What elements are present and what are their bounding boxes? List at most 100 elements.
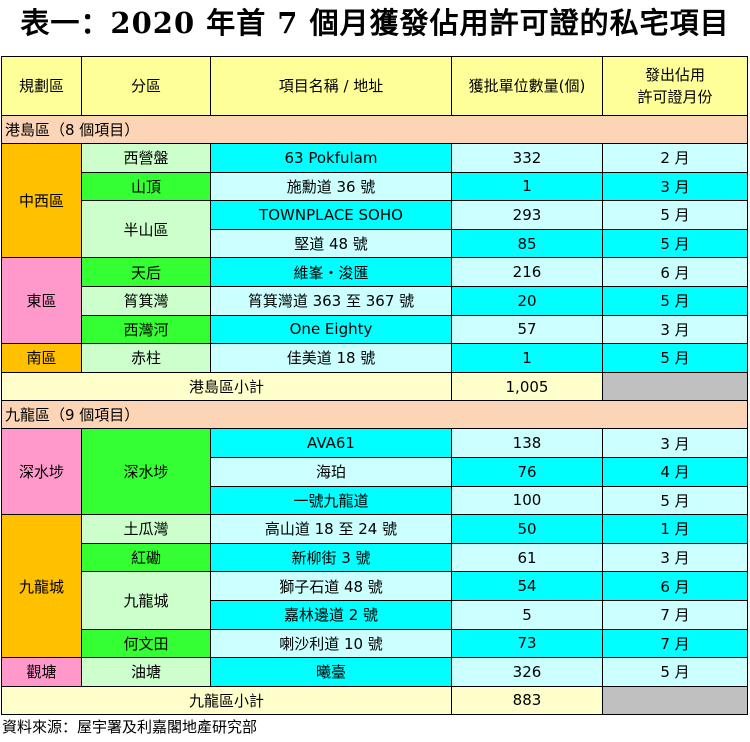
table-row: 嘉林邊道 2 號 5 7 月	[2, 599, 748, 630]
header-subdistrict: 分區	[81, 56, 211, 116]
table-row: 九龍城 獅子石道 48 號 54 6 月	[2, 571, 748, 630]
month-cell: 5 月	[602, 657, 748, 687]
subdistrict-cell: 土瓜灣	[81, 514, 211, 544]
units-cell: 326	[451, 657, 603, 687]
project-cell: 海珀	[210, 456, 452, 487]
month-cell: 7 月	[602, 599, 748, 630]
subdistrict-cell: 赤柱	[81, 343, 211, 373]
month-cell: 5 月	[602, 343, 748, 373]
table-row: 西灣河 One Eighty 57 3 月	[2, 314, 748, 345]
project-cell: 獅子石道 48 號	[210, 571, 452, 601]
header-units: 獲批單位數量(個)	[451, 56, 603, 116]
subtotal-value: 883	[451, 685, 603, 716]
month-cell: 5 月	[602, 228, 748, 259]
subtotal-row-hk-island: 港島區小計 1,005	[1, 371, 748, 402]
header-project: 項目名稱 / 地址	[210, 56, 452, 116]
table-title: 表一：2020 年首 7 個月獲發佔用許可證的私宅項目	[20, 6, 730, 40]
subdistrict-cell: 天后	[81, 257, 211, 287]
project-cell: 嘉林邊道 2 號	[210, 599, 452, 630]
header-row: 規劃區 分區 項目名稱 / 地址 獲批單位數量(個) 發出佔用許可證月份	[1, 56, 748, 116]
table-row: 深水埗 深水埗 AVA61 138 3 月	[1, 428, 748, 516]
table-row: 何文田 喇沙利道 10 號 73 7 月	[2, 628, 748, 659]
subdistrict-cell: 山頂	[81, 171, 211, 202]
units-cell: 20	[451, 285, 603, 316]
month-cell: 3 月	[602, 314, 748, 345]
table-row: 半山區 TOWNPLACE SOHO 293 5 月	[2, 200, 748, 259]
project-cell: 喇沙利道 10 號	[210, 628, 452, 659]
units-cell: 5	[451, 599, 603, 630]
units-cell: 73	[451, 628, 603, 659]
subdistrict-cell: 何文田	[81, 628, 211, 659]
project-cell: 一號九龍道	[210, 485, 452, 516]
units-cell: 216	[451, 257, 603, 287]
month-cell: 1 月	[602, 514, 748, 544]
units-cell: 54	[451, 571, 603, 601]
section-row-kowloon: 九龍區（9 個項目）	[1, 400, 748, 430]
subtotal-row-kowloon: 九龍區小計 883	[1, 685, 748, 716]
month-cell: 5 月	[602, 485, 748, 516]
month-cell: 2 月	[602, 143, 748, 173]
units-cell: 85	[451, 228, 603, 259]
month-cell: 7 月	[602, 628, 748, 659]
units-cell: 50	[451, 514, 603, 544]
project-cell: 高山道 18 至 24 號	[210, 514, 452, 544]
district-cell: 觀塘	[1, 657, 82, 687]
subtotal-label: 九龍區小計	[1, 685, 452, 716]
project-cell: 新柳街 3 號	[210, 542, 452, 573]
project-cell: 施勳道 36 號	[210, 171, 452, 202]
section-label: 港島區（8 個項目）	[1, 115, 748, 144]
subtotal-blank	[602, 371, 748, 402]
project-cell: AVA61	[210, 428, 452, 458]
units-cell: 57	[451, 314, 603, 345]
table-row: 山頂 施勳道 36 號 1 3 月	[2, 171, 748, 202]
table-row: 一號九龍道 100 5 月	[2, 485, 748, 516]
units-cell: 61	[451, 542, 603, 573]
table-row: 堅道 48 號 85 5 月	[2, 228, 748, 259]
units-cell: 1	[451, 343, 603, 373]
units-cell: 1	[451, 171, 603, 202]
subdistrict-cell: 九龍城	[81, 571, 211, 630]
header-month-line2: 許可證月份	[637, 88, 713, 106]
subtotal-label: 港島區小計	[1, 371, 452, 402]
district-cell: 深水埗	[1, 428, 82, 516]
district-cell: 南區	[1, 343, 82, 373]
subdistrict-cell: 筲箕灣	[81, 285, 211, 316]
project-cell: One Eighty	[210, 314, 452, 345]
district-cell: 中西區	[1, 142, 82, 259]
subtotal-blank	[602, 685, 748, 716]
units-cell: 293	[451, 200, 603, 230]
subdistrict-cell: 西灣河	[81, 314, 211, 345]
units-cell: 138	[451, 428, 603, 458]
month-cell: 3 月	[602, 171, 748, 202]
header-month-line1: 發出佔用	[644, 66, 705, 84]
project-cell: 63 Pokfulam	[210, 143, 452, 173]
header-month: 發出佔用 許可證月份	[602, 56, 748, 116]
section-label: 九龍區（9 個項目）	[1, 400, 748, 430]
month-cell: 4 月	[602, 456, 748, 487]
project-cell: 堅道 48 號	[210, 228, 452, 259]
permits-table: 規劃區 分區 項目名稱 / 地址 獲批單位數量(個) 發出佔用許可證月份 港島區…	[1, 56, 748, 716]
table-row: 觀塘 油塘 曦臺 326 5 月	[1, 657, 748, 687]
table-row: 海珀 76 4 月	[2, 456, 748, 487]
units-cell: 332	[451, 143, 603, 173]
month-cell: 6 月	[602, 571, 748, 601]
header-district: 規劃區	[1, 56, 82, 116]
month-cell: 3 月	[602, 542, 748, 573]
month-cell: 3 月	[602, 428, 748, 458]
units-cell: 100	[451, 485, 603, 516]
subdistrict-cell: 油塘	[81, 657, 211, 687]
project-cell: 維峯・浚匯	[210, 257, 452, 287]
project-cell: 佳美道 18 號	[210, 343, 452, 373]
month-cell: 5 月	[602, 285, 748, 316]
subtotal-value: 1,005	[451, 371, 603, 402]
subdistrict-cell: 紅磡	[81, 542, 211, 573]
section-row-hk-island: 港島區（8 個項目）	[1, 115, 748, 144]
district-cell: 東區	[1, 257, 82, 345]
project-cell: 筲箕灣道 363 至 367 號	[210, 285, 452, 316]
month-cell: 6 月	[602, 257, 748, 287]
district-cell: 九龍城	[1, 514, 82, 659]
project-cell: 曦臺	[210, 657, 452, 687]
project-cell: TOWNPLACE SOHO	[210, 200, 452, 230]
table-row: 筲箕灣 筲箕灣道 363 至 367 號 20 5 月	[2, 285, 748, 316]
table-row: 中西區 西營盤 63 Pokfulam 332 2 月	[1, 142, 748, 259]
